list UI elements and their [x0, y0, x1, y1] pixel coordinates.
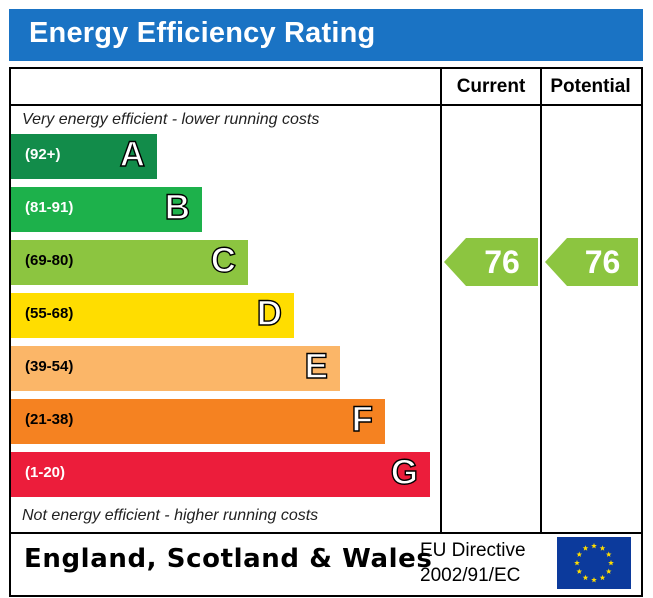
flag-star	[582, 574, 589, 581]
chart-title: Energy Efficiency Rating	[29, 17, 376, 49]
column-divider-current	[440, 69, 442, 534]
flag-star	[574, 560, 580, 566]
band-range-label: (1-20)	[25, 464, 66, 481]
rating-band-f: (21-38) F	[11, 399, 385, 444]
band-range-label: (92+)	[25, 146, 61, 163]
column-divider-potential	[540, 69, 542, 534]
band-letter: F	[351, 399, 374, 439]
current-rating-arrow: 76	[444, 238, 538, 286]
band-range-label: (69-80)	[25, 252, 74, 269]
note-top: Very energy efficient - lower running co…	[22, 111, 320, 128]
band-letter: D	[256, 293, 283, 333]
header-divider	[11, 104, 641, 106]
band-letter: G	[390, 452, 419, 492]
eu-flag-icon	[557, 537, 631, 589]
potential-rating-arrow-value: 76	[584, 244, 621, 280]
band-letter: B	[164, 187, 191, 227]
rating-band-a: (92+) A	[11, 134, 157, 179]
band-letter: A	[119, 134, 146, 174]
note-bottom: Not energy efficient - higher running co…	[22, 507, 319, 524]
column-header-current: Current	[456, 76, 526, 97]
flag-star	[576, 568, 583, 574]
directive-line-1: EU Directive	[420, 540, 526, 561]
flag-star	[605, 568, 612, 574]
potential-rating-arrow: 76	[545, 238, 638, 286]
current-rating-arrow-shape	[444, 238, 538, 286]
flag-star	[576, 551, 583, 557]
flag-star	[605, 551, 612, 557]
rating-band-g: (1-20) G	[11, 452, 430, 497]
flag-star	[608, 560, 614, 566]
rating-band-e: (39-54) E	[11, 346, 340, 391]
rating-band-c: (69-80) C	[11, 240, 248, 285]
flag-star	[591, 577, 597, 583]
directive-line-2: 2002/91/EC	[420, 565, 521, 586]
rating-band-d: (55-68) D	[11, 293, 294, 338]
title-bar: Energy Efficiency Rating	[9, 9, 643, 61]
footer-divider	[11, 532, 641, 534]
rating-frame	[9, 67, 643, 597]
flag-star	[591, 543, 597, 549]
flag-star	[582, 545, 589, 551]
band-range-label: (21-38)	[25, 411, 74, 428]
band-range-label: (55-68)	[25, 305, 74, 322]
flag-star	[599, 545, 606, 551]
potential-rating-arrow-shape	[545, 238, 638, 286]
current-rating-arrow-value: 76	[484, 244, 520, 280]
rating-band-b: (81-91) B	[11, 187, 202, 232]
footer-country: England, Scotland & Wales	[24, 544, 433, 574]
band-range-label: (81-91)	[25, 199, 74, 216]
band-letter: E	[304, 346, 329, 386]
column-header-potential: Potential	[550, 76, 631, 97]
flag-star	[599, 574, 606, 581]
band-letter: C	[210, 240, 237, 280]
band-range-label: (39-54)	[25, 358, 74, 375]
